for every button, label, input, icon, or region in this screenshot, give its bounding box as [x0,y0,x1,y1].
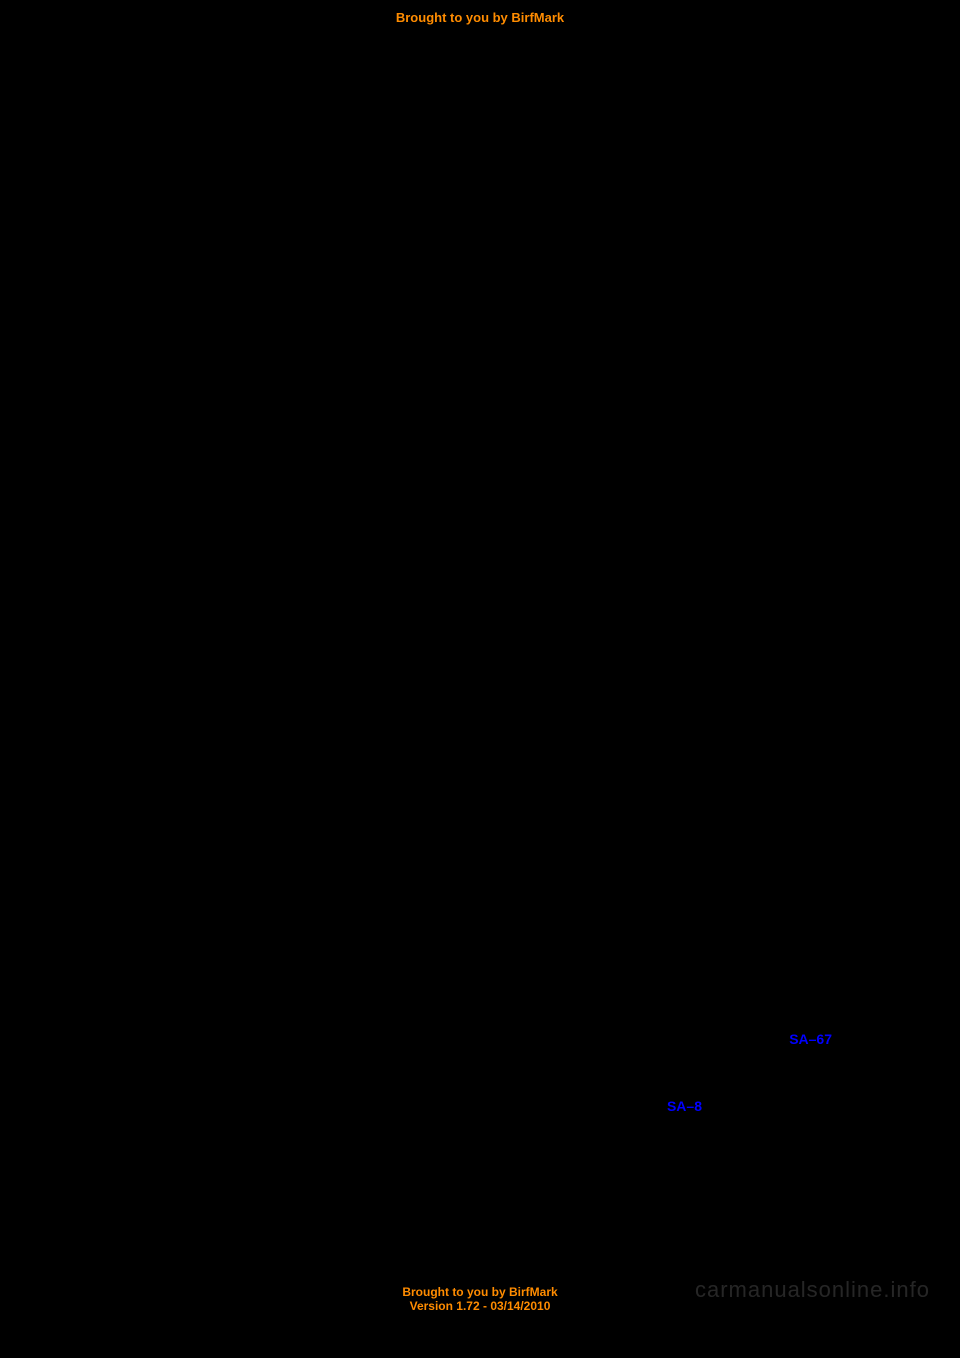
page-reference-link-2[interactable]: SA–8 [667,1098,702,1114]
header-attribution: Brought to you by BirfMark [0,10,960,25]
page-reference-link-1[interactable]: SA–67 [789,1031,832,1047]
watermark-text: carmanualsonline.info [695,1277,930,1303]
